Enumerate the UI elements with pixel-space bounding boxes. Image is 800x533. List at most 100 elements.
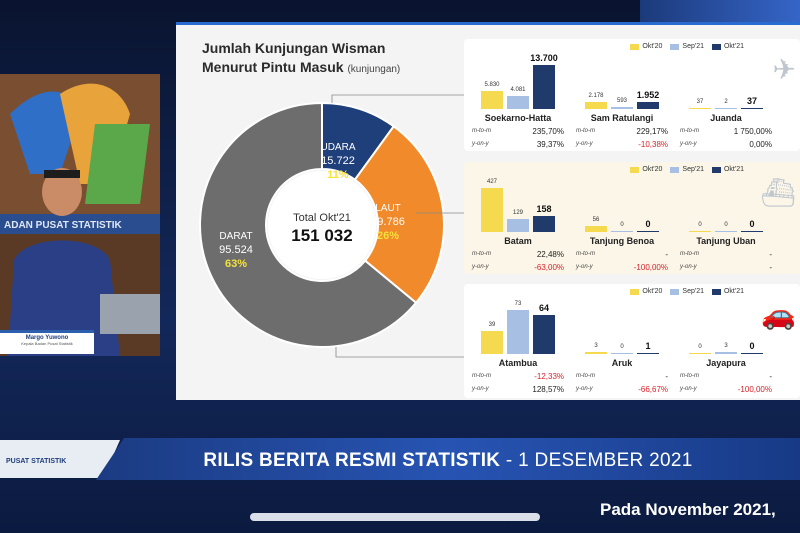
stat-value: 22,48%	[536, 250, 564, 259]
bar-Okt21: 0	[637, 219, 659, 232]
donut-slice-laut	[353, 124, 445, 305]
laptop	[100, 294, 160, 334]
port-name: Juanda	[710, 113, 742, 123]
bps-logo-shape	[10, 91, 80, 174]
port-stats: m-to-m 229,17% y-on-y -10,38%	[572, 125, 672, 151]
stat-key: y-on-y	[680, 141, 697, 147]
legend: Okt'20 Sep'21 Okt'21	[630, 43, 744, 50]
port-stats: m-to-m 235,70% y-on-y 39,37%	[468, 125, 568, 151]
bar-Sep21: 0	[715, 222, 737, 232]
bar-Okt20: 56	[585, 217, 607, 232]
bar-value-label: 129	[512, 210, 523, 216]
stat-row-yoy: y-on-y 39,37%	[468, 138, 568, 151]
legend-label: Sep'21	[682, 288, 704, 295]
port-name: Sam Ratulangi	[590, 113, 654, 123]
bar-Okt20: 2.178	[585, 93, 607, 109]
video-scrollbar[interactable]	[250, 513, 540, 521]
stat-key: m-to-m	[680, 251, 699, 257]
stat-value: -63,00%	[534, 263, 564, 272]
stat-row-yoy: y-on-y 0,00%	[676, 138, 776, 151]
port-juanda: 37 2 37 Juanda m-to-m 1 750,00% y-on-y 0,00%	[676, 53, 776, 151]
bar-Okt20: 37	[689, 99, 711, 109]
legend-swatch	[630, 43, 640, 50]
slice-value-udara: 15.722	[321, 155, 355, 167]
slice-value-laut: 39.786	[371, 216, 405, 228]
port-stats: m-to-m - y-on-y -66,67%	[572, 370, 672, 396]
legend-swatch	[670, 166, 680, 173]
slice-pct-laut: 26%	[377, 230, 399, 242]
bar-value-label: 4.081	[510, 87, 526, 93]
port-sam-ratulangi: 2.178 593 1.952 Sam Ratulangi m-to-m 229,17% y…	[572, 53, 672, 151]
stat-row-yoy: y-on-y -100,00%	[572, 261, 672, 274]
port-soekarno-hatta: 5.830 4.081 13.700 Soekarno-Hatta m-to-m 235,…	[468, 53, 568, 151]
legend-item: Okt'20	[630, 166, 662, 173]
slice-value-darat: 95.524	[219, 244, 253, 256]
bar-Okt21: 0	[741, 219, 763, 232]
stat-value: -	[769, 250, 772, 259]
bar-Okt21: 1	[637, 341, 659, 354]
stat-row-yoy: y-on-y -100,00%	[676, 383, 776, 396]
stat-row-mtm: m-to-m 235,70%	[468, 125, 568, 138]
bar-value-label: 56	[592, 217, 600, 223]
bar-value-label: 427	[486, 179, 497, 185]
stat-value: 1 750,00%	[733, 127, 772, 136]
connector-land	[335, 347, 464, 358]
bar-Sep21: 0	[611, 222, 633, 232]
bar-value-label: 39	[488, 322, 496, 328]
bar-Sep21: 4.081	[507, 87, 529, 109]
bar-value-label: 0	[749, 219, 755, 229]
stat-value: -	[769, 263, 772, 272]
bar-value-label: 158	[536, 204, 552, 214]
stat-key: y-on-y	[472, 264, 489, 270]
entry-donut-chart: Total Okt'21 151 032 UDARA 15.722 11% LAUT 39.…	[199, 94, 464, 358]
port-name: Jayapura	[706, 358, 746, 368]
bar-Okt20: 0	[689, 344, 711, 354]
port-tanjung-benoa: 56 0 0 Tanjung Benoa m-to-m - y-on-y -100,00%	[572, 176, 672, 274]
stat-key: y-on-y	[472, 141, 489, 147]
bar-value-label: 37	[696, 99, 704, 105]
presenter-role: Kepala Badan Pusat Statistik	[21, 341, 73, 346]
stat-key: y-on-y	[576, 141, 593, 147]
slice-pct-darat: 63%	[225, 258, 247, 270]
legend-label: Okt'20	[642, 288, 663, 295]
bar-value-label: 0	[749, 341, 755, 351]
port-bars: 2.178 593 1.952	[572, 53, 672, 109]
bar-Sep21: 0	[611, 344, 633, 354]
stat-row-mtm: m-to-m 22,48%	[468, 248, 568, 261]
bar-value-label: 0	[645, 219, 651, 229]
bar-Okt21: 1.952	[637, 90, 659, 109]
bar-Okt20: 0	[689, 222, 711, 232]
bar-value-label: 3	[724, 343, 728, 349]
legend: Okt'20 Sep'21 Okt'21	[630, 288, 744, 295]
stat-key: y-on-y	[472, 386, 489, 392]
stat-value: 235,70%	[532, 127, 564, 136]
stat-value: 0,00%	[749, 140, 772, 149]
port-aruk: 3 0 1 Aruk m-to-m - y-on-y -66,67%	[572, 298, 672, 396]
stat-key: m-to-m	[680, 128, 699, 134]
stat-value: -12,33%	[534, 372, 564, 381]
headline-band: RILIS BERITA RESMI STATISTIK - 1 DESEMBE…	[96, 438, 800, 480]
port-stats: m-to-m -12,33% y-on-y 128,57%	[468, 370, 568, 396]
legend-item: Sep'21	[670, 166, 704, 173]
stat-row-mtm: m-to-m 1 750,00%	[676, 125, 776, 138]
news-ticker: Pada November 2021,	[600, 500, 776, 519]
stat-value: -66,67%	[638, 385, 668, 394]
stat-key: y-on-y	[576, 264, 593, 270]
legend-swatch	[711, 288, 721, 295]
stat-key: m-to-m	[576, 373, 595, 379]
stat-row-yoy: y-on-y -66,67%	[572, 383, 672, 396]
legend-label: Sep'21	[682, 43, 704, 50]
bar-value-label: 0	[698, 222, 702, 228]
stat-key: m-to-m	[472, 373, 491, 379]
legend-label: Okt'20	[642, 43, 663, 50]
port-name: Batam	[504, 236, 532, 246]
headline: RILIS BERITA RESMI STATISTIK - 1 DESEMBE…	[96, 450, 800, 472]
stat-key: m-to-m	[680, 373, 699, 379]
stat-key: m-to-m	[576, 251, 595, 257]
stat-key: y-on-y	[680, 386, 697, 392]
bar-Okt21: 37	[741, 96, 763, 109]
bar-value-label: 13.700	[530, 53, 558, 63]
slide-title-line2: Menurut Pintu Masuk	[202, 59, 344, 75]
presenter-head	[42, 168, 82, 216]
port-stats: m-to-m - y-on-y -100,00%	[572, 248, 672, 274]
